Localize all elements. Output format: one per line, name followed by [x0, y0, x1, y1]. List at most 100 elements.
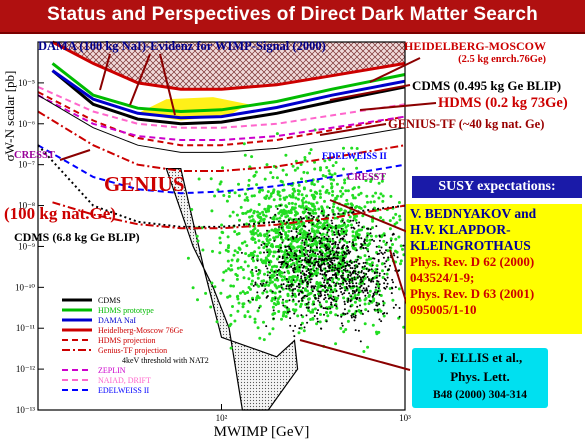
scatter-point [305, 194, 309, 198]
scatter-point [256, 229, 260, 233]
scatter-point [346, 189, 350, 193]
scatter-point [355, 166, 359, 170]
scatter-point [269, 216, 272, 219]
scatter-point [334, 243, 337, 246]
scatter-point [339, 237, 342, 240]
scatter-point [334, 241, 337, 244]
scatter-point [296, 269, 300, 273]
scatter-point [330, 285, 332, 288]
scatter-point [342, 277, 345, 280]
scatter-point [312, 196, 316, 200]
scatter-point [307, 297, 311, 301]
hm-line2: (2.5 kg enrch.76Ge) [458, 54, 547, 65]
scatter-point [349, 274, 352, 277]
scatter-point [288, 255, 292, 259]
scatter-point [379, 192, 383, 196]
scatter-point [275, 176, 279, 180]
scatter-point [348, 292, 351, 295]
scatter-point [380, 179, 384, 183]
scatter-point [346, 249, 349, 252]
scatter-point [368, 238, 372, 242]
scatter-point [377, 259, 380, 261]
scatter-point [226, 249, 230, 253]
scatter-point [359, 286, 362, 289]
scatter-point [316, 285, 320, 289]
scatter-point [349, 300, 352, 303]
scatter-point [315, 191, 319, 195]
scatter-point [386, 258, 390, 262]
scatter-point [291, 259, 294, 262]
scatter-point [367, 257, 371, 261]
scatter-point [275, 132, 279, 136]
scatter-point [378, 235, 381, 238]
scatter-point [334, 161, 338, 164]
scatter-point [218, 251, 222, 255]
scatter-point [376, 271, 379, 274]
scatter-point [309, 239, 313, 243]
scatter-point [318, 192, 322, 196]
scatter-point [388, 227, 392, 231]
scatter-point [361, 313, 364, 315]
scatter-point [266, 254, 270, 258]
legend-entry-dama-nai: DAMA NaI [62, 316, 136, 325]
scatter-point [371, 295, 374, 298]
scatter-point [312, 205, 316, 209]
scatter-point [351, 289, 354, 292]
scatter-point [227, 244, 231, 248]
legend-label: DAMA NaI [98, 316, 136, 325]
scatter-point [307, 309, 311, 313]
scatter-point [309, 278, 312, 281]
legend-label: HDMS projection [98, 336, 156, 345]
scatter-point [300, 314, 303, 317]
scatter-point [298, 260, 301, 263]
scatter-point [350, 262, 353, 264]
scatter-point [362, 291, 365, 294]
scatter-point [305, 273, 308, 276]
scatter-point [325, 233, 329, 237]
scatter-point [272, 309, 275, 312]
scatter-point [306, 280, 309, 283]
scatter-point [254, 231, 258, 235]
scatter-point [319, 241, 322, 244]
scatter-point [190, 208, 194, 211]
scatter-point [317, 299, 320, 302]
bednyakov-box: V. BEDNYAKOV and H.V. KLAPDOR- KLEINGROT… [406, 204, 582, 334]
scatter-point [305, 261, 308, 263]
scatter-point [336, 268, 339, 271]
scatter-point [302, 248, 305, 251]
scatter-point [336, 206, 340, 210]
scatter-point [321, 285, 324, 288]
scatter-point [251, 274, 255, 278]
scatter-point [358, 221, 361, 224]
scatter-point [355, 282, 358, 285]
scatter-point [225, 199, 229, 203]
scatter-point [372, 200, 376, 204]
scatter-point [306, 233, 309, 236]
scatter-point [280, 236, 283, 239]
scatter-point [337, 246, 340, 249]
scatter-point [301, 236, 305, 240]
scatter-point [290, 283, 293, 286]
scatter-point [343, 292, 346, 295]
scatter-point [292, 279, 295, 282]
scatter-point [314, 285, 317, 288]
scatter-point [298, 266, 301, 269]
scatter-point [326, 293, 329, 296]
scatter-point [298, 204, 301, 208]
scatter-point [309, 246, 312, 249]
scatter-point [268, 261, 270, 264]
scatter-point [348, 252, 351, 255]
scatter-point [236, 297, 240, 301]
scatter-point [394, 286, 397, 289]
scatter-point [364, 308, 368, 312]
scatter-point [356, 232, 360, 236]
scatter-point [307, 245, 310, 247]
scatter-point [378, 239, 381, 242]
scatter-point [349, 202, 353, 206]
scatter-point [342, 167, 345, 171]
scatter-point [336, 263, 340, 267]
scatter-point [272, 317, 275, 320]
scatter-point [356, 236, 359, 239]
scatter-point [337, 229, 340, 232]
scatter-point [247, 299, 250, 302]
